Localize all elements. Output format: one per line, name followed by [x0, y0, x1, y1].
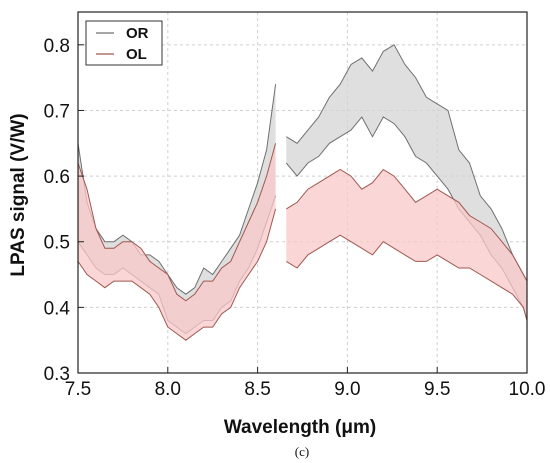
band-fill-ol: [286, 169, 527, 321]
band-upper-or: [286, 44, 528, 282]
x-tick-label: 7.5: [65, 379, 91, 400]
band-upper-ol: [77, 143, 277, 302]
x-tick-label: 9.5: [424, 379, 450, 400]
band-upper-ol: [286, 168, 528, 282]
y-axis-title: LPAS signal (V/W): [8, 113, 29, 276]
figure-caption: (c): [295, 444, 309, 459]
x-tick-label: 9.0: [334, 379, 360, 400]
legend-box: [85, 20, 163, 66]
legend-label-ol: OL: [126, 46, 147, 63]
band-fill-or: [286, 44, 527, 321]
band-lower-ol: [286, 234, 528, 321]
plot-frame: [77, 11, 528, 374]
x-tick-label: 10.0: [509, 379, 546, 400]
y-tick-label: 0.4: [44, 298, 71, 319]
x-axis-title: Wavelength (μm): [224, 417, 376, 438]
legend-label-or: OR: [126, 25, 149, 42]
y-tick-label: 0.5: [44, 233, 70, 254]
axis-ticks: 7.5 8.0 8.5 9.0 9.5 10.0 0.3 0.4 0.5 0.6 0.7 0.8: [44, 36, 546, 400]
legend: OR OL: [85, 20, 163, 66]
x-tick-label: 8.5: [244, 379, 270, 400]
band-fill-ol: [78, 143, 276, 341]
y-tick-label: 0.8: [44, 36, 70, 57]
x-tick-label: 8.0: [155, 379, 181, 400]
y-tick-label: 0.7: [44, 101, 70, 122]
band-upper-or: [77, 84, 277, 295]
y-tick-label: 0.6: [44, 167, 70, 188]
band-lower-ol: [77, 208, 277, 341]
y-tick-label: 0.3: [44, 364, 70, 385]
series-bands: [77, 44, 528, 341]
